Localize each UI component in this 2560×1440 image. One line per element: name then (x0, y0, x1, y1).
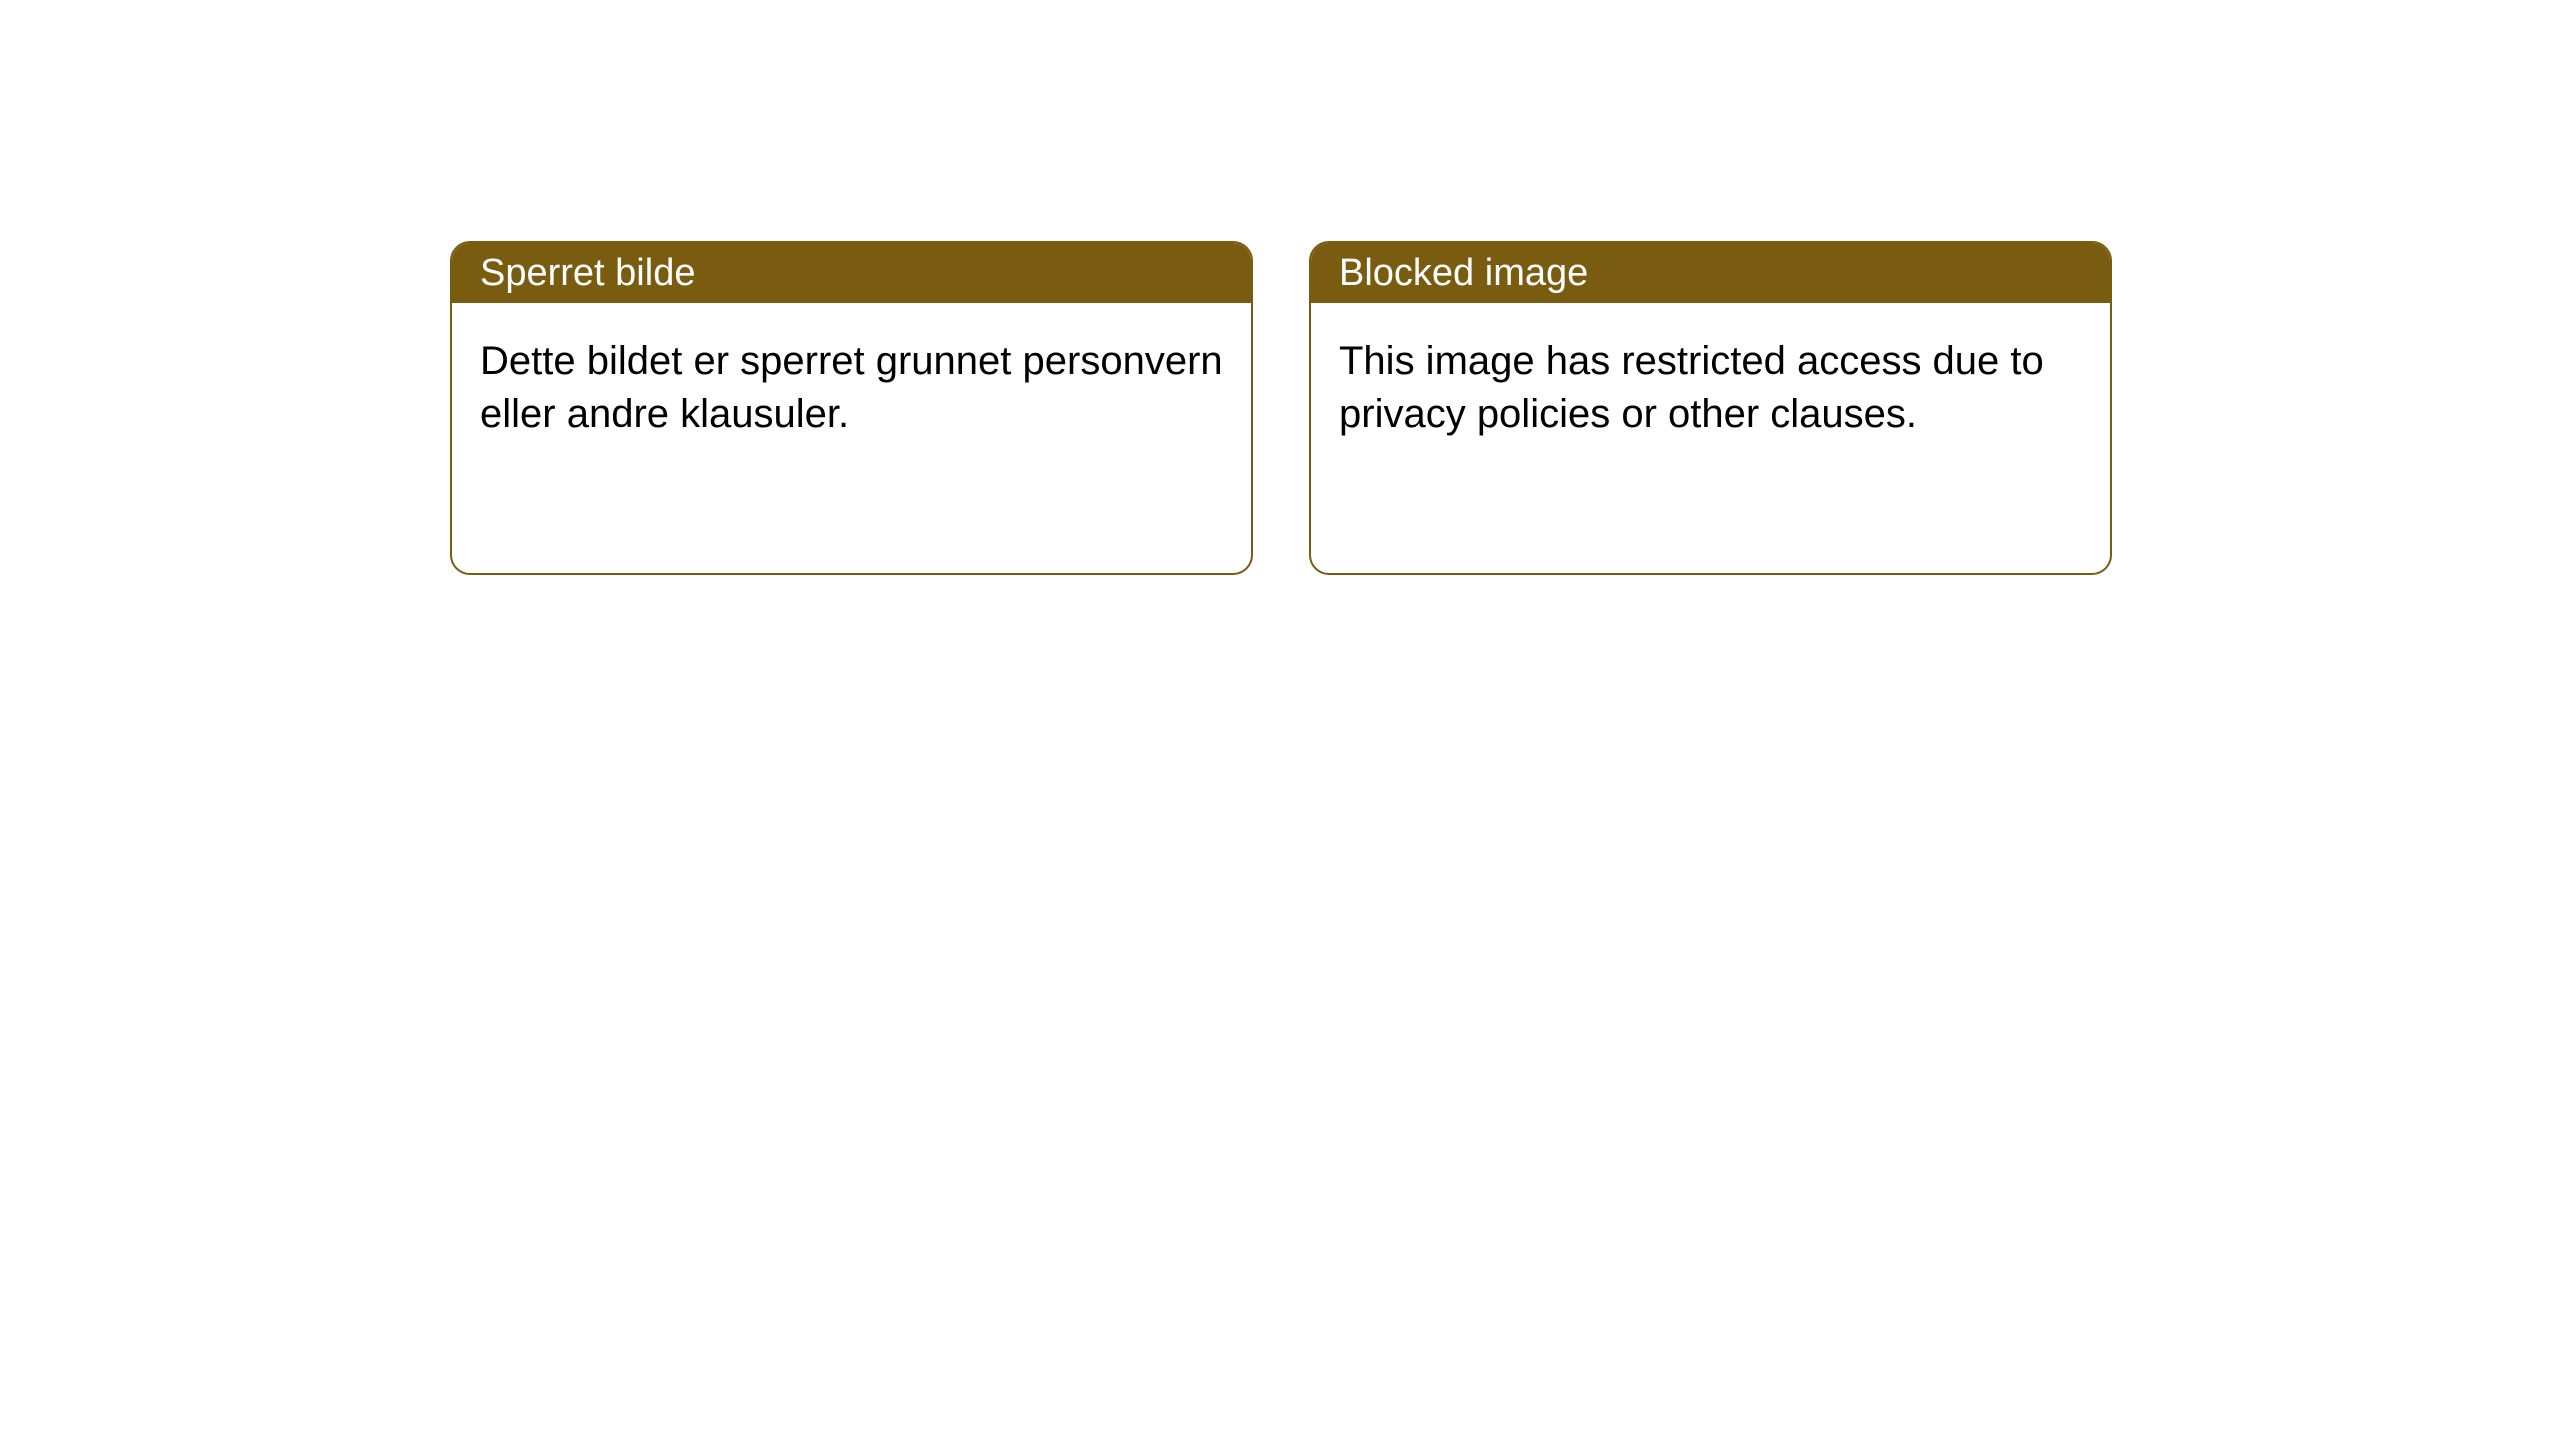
card-body: This image has restricted access due to … (1311, 303, 2110, 469)
card-body-text: This image has restricted access due to … (1339, 339, 2044, 436)
card-header: Sperret bilde (452, 243, 1251, 303)
card-body-text: Dette bildet er sperret grunnet personve… (480, 339, 1223, 436)
notice-container: Sperret bilde Dette bildet er sperret gr… (0, 0, 2560, 575)
notice-card-norwegian: Sperret bilde Dette bildet er sperret gr… (450, 241, 1253, 575)
card-title: Blocked image (1339, 252, 1588, 295)
card-body: Dette bildet er sperret grunnet personve… (452, 303, 1251, 469)
card-header: Blocked image (1311, 243, 2110, 303)
card-title: Sperret bilde (480, 252, 695, 295)
notice-card-english: Blocked image This image has restricted … (1309, 241, 2112, 575)
